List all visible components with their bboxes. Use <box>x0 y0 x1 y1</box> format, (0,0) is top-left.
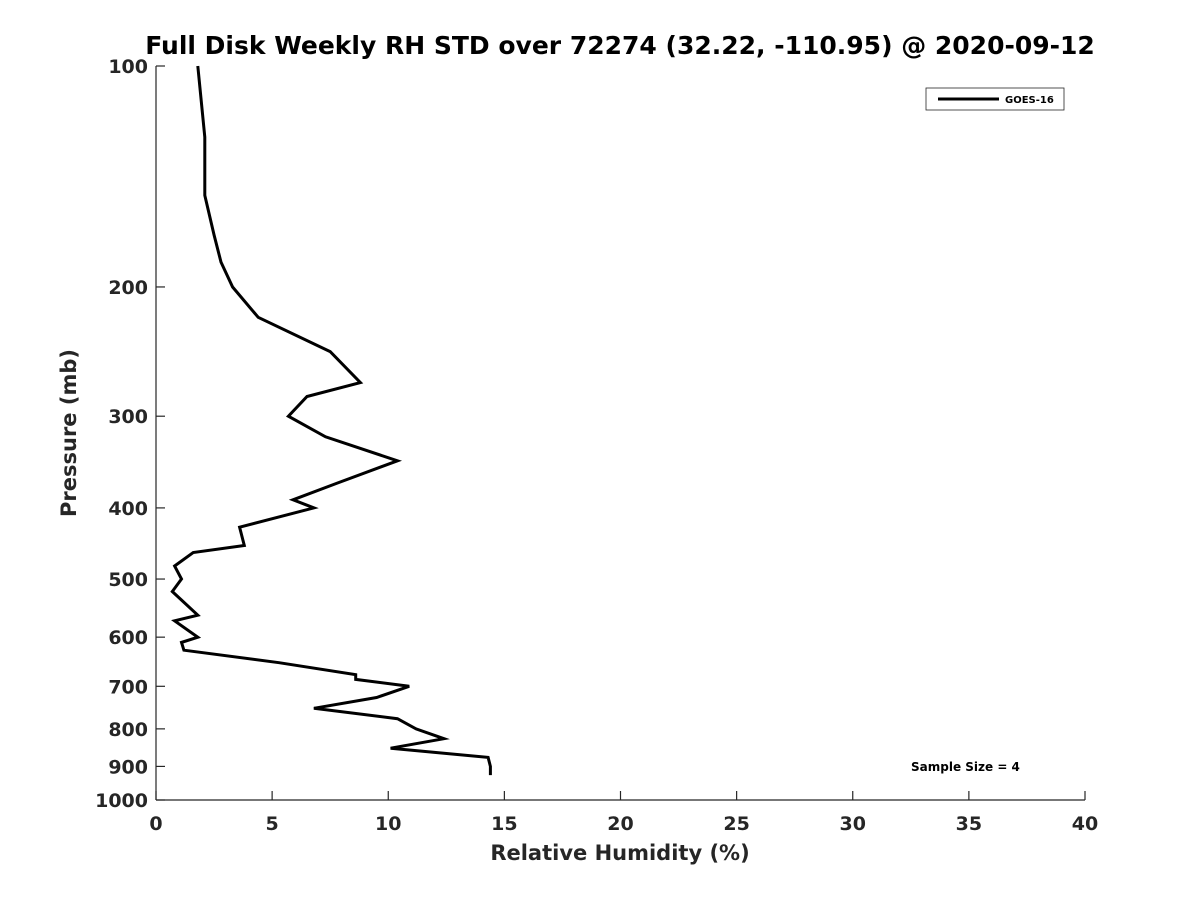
chart-title: Full Disk Weekly RH STD over 72274 (32.2… <box>145 31 1095 60</box>
x-tick-label: 15 <box>491 813 517 835</box>
x-axis-label: Relative Humidity (%) <box>490 841 749 865</box>
y-ticks: 100 200 300 400 500 600 700 800 900 1000 <box>95 56 165 812</box>
y-tick-label: 700 <box>108 676 148 698</box>
x-tick-label: 0 <box>149 813 162 835</box>
x-tick-label: 35 <box>956 813 982 835</box>
x-tick-label: 10 <box>375 813 401 835</box>
y-tick-label: 1000 <box>95 790 148 812</box>
x-tick-label: 5 <box>266 813 279 835</box>
axes <box>155 66 1085 801</box>
x-tick-label: 30 <box>840 813 866 835</box>
x-tick-label: 20 <box>607 813 633 835</box>
y-tick-label: 300 <box>108 406 148 428</box>
y-tick-label: 500 <box>108 569 148 591</box>
y-tick-label: 800 <box>108 719 148 741</box>
y-tick-label: 200 <box>108 277 148 299</box>
y-tick-label: 400 <box>108 498 148 520</box>
y-tick-label: 900 <box>108 756 148 778</box>
series-line-goes-16 <box>170 65 492 776</box>
y-tick-label: 600 <box>108 627 148 649</box>
x-ticks: 0 5 10 15 20 25 30 35 40 <box>149 791 1098 835</box>
y-axis-label: Pressure (mb) <box>57 349 81 517</box>
series-layer <box>170 65 492 776</box>
legend: GOES-16 <box>925 87 1065 111</box>
sample-size-annotation: Sample Size = 4 <box>911 760 1020 774</box>
y-tick-label: 100 <box>108 56 148 78</box>
legend-label-goes-16: GOES-16 <box>1005 95 1054 106</box>
x-tick-label: 25 <box>723 813 749 835</box>
x-tick-label: 40 <box>1072 813 1098 835</box>
